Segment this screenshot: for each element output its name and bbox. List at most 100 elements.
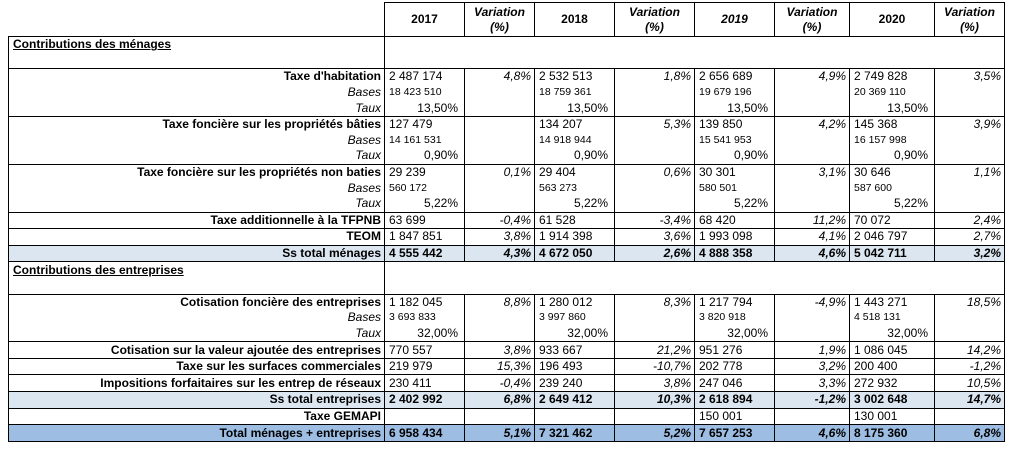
- row-value: 30 646: [849, 164, 935, 181]
- row-value: 5,22%: [534, 195, 615, 213]
- row-value: 18 423 510: [384, 84, 465, 101]
- row-value: 2 618 894: [694, 391, 775, 409]
- section-row: Contributions des entreprises: [8, 261, 1005, 278]
- row-variation: 14,7%: [934, 391, 1005, 409]
- row-value: 29 239: [384, 164, 465, 181]
- data-row-cfe_taux: Taux 32,00% 32,00% 32,00% 32,00%: [8, 325, 1005, 343]
- row-value: 2 649 412: [534, 391, 615, 409]
- row-value: 70 072: [849, 212, 935, 230]
- data-row-tfpb: Taxe foncière sur les propriétés bâties 1…: [8, 116, 1005, 133]
- row-value: 145 368: [849, 116, 935, 133]
- row-value: 1 914 398: [534, 228, 615, 246]
- header-year: 2017: [384, 2, 465, 37]
- row-variation: [464, 325, 535, 343]
- header-variation-label: Variation: [786, 4, 838, 19]
- header-variation-label: Variation: [944, 4, 995, 19]
- row-variation: [934, 310, 1005, 326]
- row-value: 247 046: [694, 374, 775, 393]
- row-value: 196 493: [534, 358, 615, 376]
- row-label: Taxe additionnelle à la TFPNB: [8, 212, 385, 230]
- row-variation: 10,5%: [934, 374, 1005, 393]
- row-variation: 4,8%: [464, 68, 535, 85]
- row-variation: [774, 408, 850, 426]
- row-variation: [934, 180, 1005, 196]
- row-variation: [614, 195, 695, 213]
- data-row-tfpb_bases: Bases 14 161 531 14 918 944 15 541 953 16 15…: [8, 132, 1005, 149]
- row-value: 560 172: [384, 180, 465, 196]
- row-value: 770 557: [384, 341, 465, 359]
- data-row-tfpnb: Taxe foncière sur les propriétés non bat…: [8, 164, 1005, 181]
- row-variation: 5,1%: [464, 424, 535, 442]
- header-variation: Variation (%): [614, 2, 695, 37]
- row-value: 7 321 462: [534, 424, 615, 442]
- row-variation: 3,8%: [464, 341, 535, 359]
- row-variation: [774, 148, 850, 165]
- row-variation: 0,1%: [464, 164, 535, 181]
- data-row-cfe_bases: Bases 3 693 833 3 997 860 3 820 918 4 518 13…: [8, 310, 1005, 326]
- row-value: [534, 408, 615, 426]
- row-value: 13,50%: [534, 100, 615, 117]
- header-variation: Variation (%): [934, 2, 1005, 37]
- row-variation: 14,2%: [934, 341, 1005, 359]
- row-label: Ss total ménages: [8, 245, 385, 263]
- row-value: 7 657 253: [694, 424, 775, 442]
- data-row-tfpnb_taux: Taux 5,22% 5,22% 5,22% 5,22%: [8, 195, 1005, 213]
- row-value: 2 656 689: [694, 68, 775, 85]
- row-value: 4 888 358: [694, 245, 775, 263]
- row-variation: [614, 180, 695, 196]
- row-variation: [774, 325, 850, 343]
- row-variation: 4,2%: [774, 116, 850, 133]
- row-variation: [934, 195, 1005, 213]
- row-value: 580 501: [694, 180, 775, 196]
- row-value: 1 217 794: [694, 294, 775, 311]
- row-variation: [464, 100, 535, 117]
- row-value: 0,90%: [534, 148, 615, 165]
- row-variation: [774, 180, 850, 196]
- row-variation: 5,2%: [614, 424, 695, 442]
- row-value: 14 161 531: [384, 132, 465, 149]
- header-variation-unit: (%): [802, 19, 822, 34]
- row-label: Taux: [8, 148, 385, 165]
- data-row-th_taux: Taux 13,50% 13,50% 13,50% 13,50%: [8, 100, 1005, 117]
- section-filler: [384, 261, 1005, 278]
- row-value: 1 443 271: [849, 294, 935, 311]
- row-variation: 2,4%: [934, 212, 1005, 230]
- row-value: 13,50%: [384, 100, 465, 117]
- row-label: Taxe GEMAPI: [8, 408, 385, 426]
- row-value: 63 699: [384, 212, 465, 230]
- row-label: Bases: [8, 132, 385, 149]
- row-variation: 4,6%: [774, 245, 850, 263]
- data-row-cvae: Cotisation sur la valeur ajoutée des ent…: [8, 341, 1005, 359]
- row-label: Bases: [8, 310, 385, 326]
- data-row-th: Taxe d'habitation 2 487 174 4,8% 2 532 513 1…: [8, 68, 1005, 85]
- row-variation: -4,9%: [774, 294, 850, 311]
- row-variation: 15,3%: [464, 358, 535, 376]
- row-value: 0,90%: [849, 148, 935, 165]
- row-value: 2 402 992: [384, 391, 465, 409]
- row-variation: 4,6%: [774, 424, 850, 442]
- row-variation: -3,4%: [614, 212, 695, 230]
- row-value: 951 276: [694, 341, 775, 359]
- row-value: 16 157 998: [849, 132, 935, 149]
- row-value: 1 280 012: [534, 294, 615, 311]
- row-variation: [464, 148, 535, 165]
- row-value: 5 042 711: [849, 245, 935, 263]
- row-value: 272 932: [849, 374, 935, 393]
- row-variation: [464, 195, 535, 213]
- row-label: Bases: [8, 84, 385, 101]
- row-variation: [614, 132, 695, 149]
- row-value: 6 958 434: [384, 424, 465, 442]
- row-variation: [774, 100, 850, 117]
- row-variation: 4,1%: [774, 228, 850, 246]
- row-value: [384, 408, 465, 426]
- row-variation: [464, 132, 535, 149]
- row-variation: 6,8%: [934, 424, 1005, 442]
- row-value: 563 273: [534, 180, 615, 196]
- row-variation: [464, 180, 535, 196]
- header-year: 2019: [694, 2, 775, 37]
- row-label: Taxe sur les surfaces commerciales: [8, 358, 385, 376]
- row-label: Bases: [8, 180, 385, 196]
- blank-row: [8, 52, 1005, 70]
- row-value: 0,90%: [694, 148, 775, 165]
- data-row-cfe: Cotisation foncière des entreprises 1 182…: [8, 294, 1005, 311]
